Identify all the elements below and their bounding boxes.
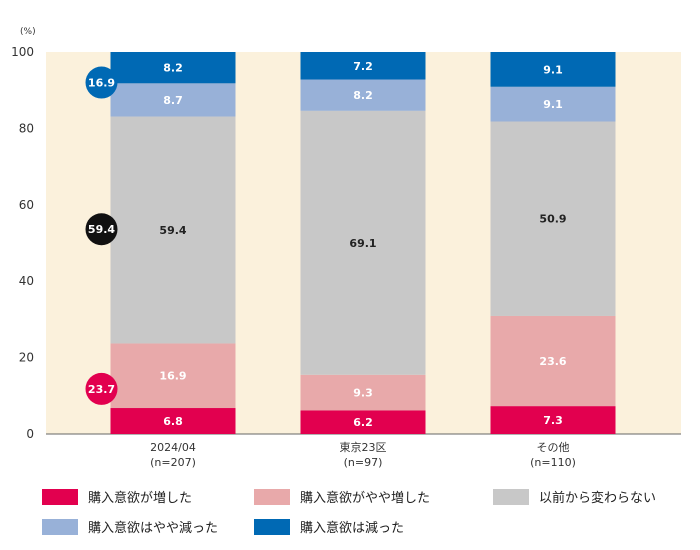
- bar-segment: [490, 121, 616, 316]
- bar-value-label: 7.3: [543, 414, 563, 427]
- y-tick-label: 0: [26, 427, 34, 441]
- bar-segment: [300, 410, 426, 434]
- bar-value-label: 8.2: [163, 62, 183, 75]
- bar-value-label: 8.2: [353, 89, 373, 102]
- bar-value-label: 69.1: [349, 237, 376, 250]
- callout-circle: [85, 213, 118, 246]
- bar-segment: [110, 408, 236, 434]
- bar-segment: [490, 406, 616, 434]
- bar-segment: [300, 110, 426, 375]
- callout-label: 59.4: [88, 223, 115, 236]
- x-tick-label: 東京23区: [340, 440, 387, 454]
- y-tick-label: 100: [11, 45, 34, 59]
- callout-label: 16.9: [88, 77, 115, 90]
- bar-value-label: 59.4: [159, 224, 186, 237]
- x-tick-label: その他: [537, 441, 570, 454]
- bar-segment: [110, 83, 236, 117]
- y-tick-label: 20: [19, 351, 34, 365]
- bar-value-label: 7.2: [353, 60, 373, 73]
- callout-label: 23.7: [88, 383, 115, 396]
- bar-value-label: 9.1: [543, 98, 563, 111]
- y-unit-label: (%): [20, 27, 36, 37]
- x-tick-sample-size: (n=97): [344, 456, 383, 469]
- bar-segment: [110, 52, 236, 84]
- bar-segment: [490, 52, 616, 87]
- bar-segment: [300, 374, 426, 411]
- y-tick-label: 80: [19, 121, 34, 135]
- callout-circle: [85, 372, 118, 405]
- x-tick-sample-size: (n=110): [530, 456, 576, 469]
- bar-value-label: 6.2: [353, 416, 373, 429]
- y-tick-label: 40: [19, 274, 34, 288]
- bar-segment: [490, 86, 616, 122]
- bar-value-label: 50.9: [539, 213, 566, 226]
- x-tick-label: 2024/04: [150, 441, 196, 454]
- bar-segment: [110, 343, 236, 409]
- x-tick-sample-size: (n=207): [150, 456, 196, 469]
- bar-value-label: 9.1: [543, 63, 563, 76]
- bar-segment: [490, 315, 616, 407]
- bar-value-label: 6.8: [163, 415, 183, 428]
- bar-value-label: 9.3: [353, 387, 373, 400]
- bar-value-label: 8.7: [163, 94, 183, 107]
- bar-segment: [300, 52, 426, 80]
- bar-value-label: 23.6: [539, 355, 566, 368]
- bar-segment: [110, 116, 236, 344]
- y-tick-label: 60: [19, 198, 34, 212]
- bar-value-label: 16.9: [159, 370, 186, 383]
- callout-circle: [85, 66, 118, 99]
- bar-segment: [300, 79, 426, 111]
